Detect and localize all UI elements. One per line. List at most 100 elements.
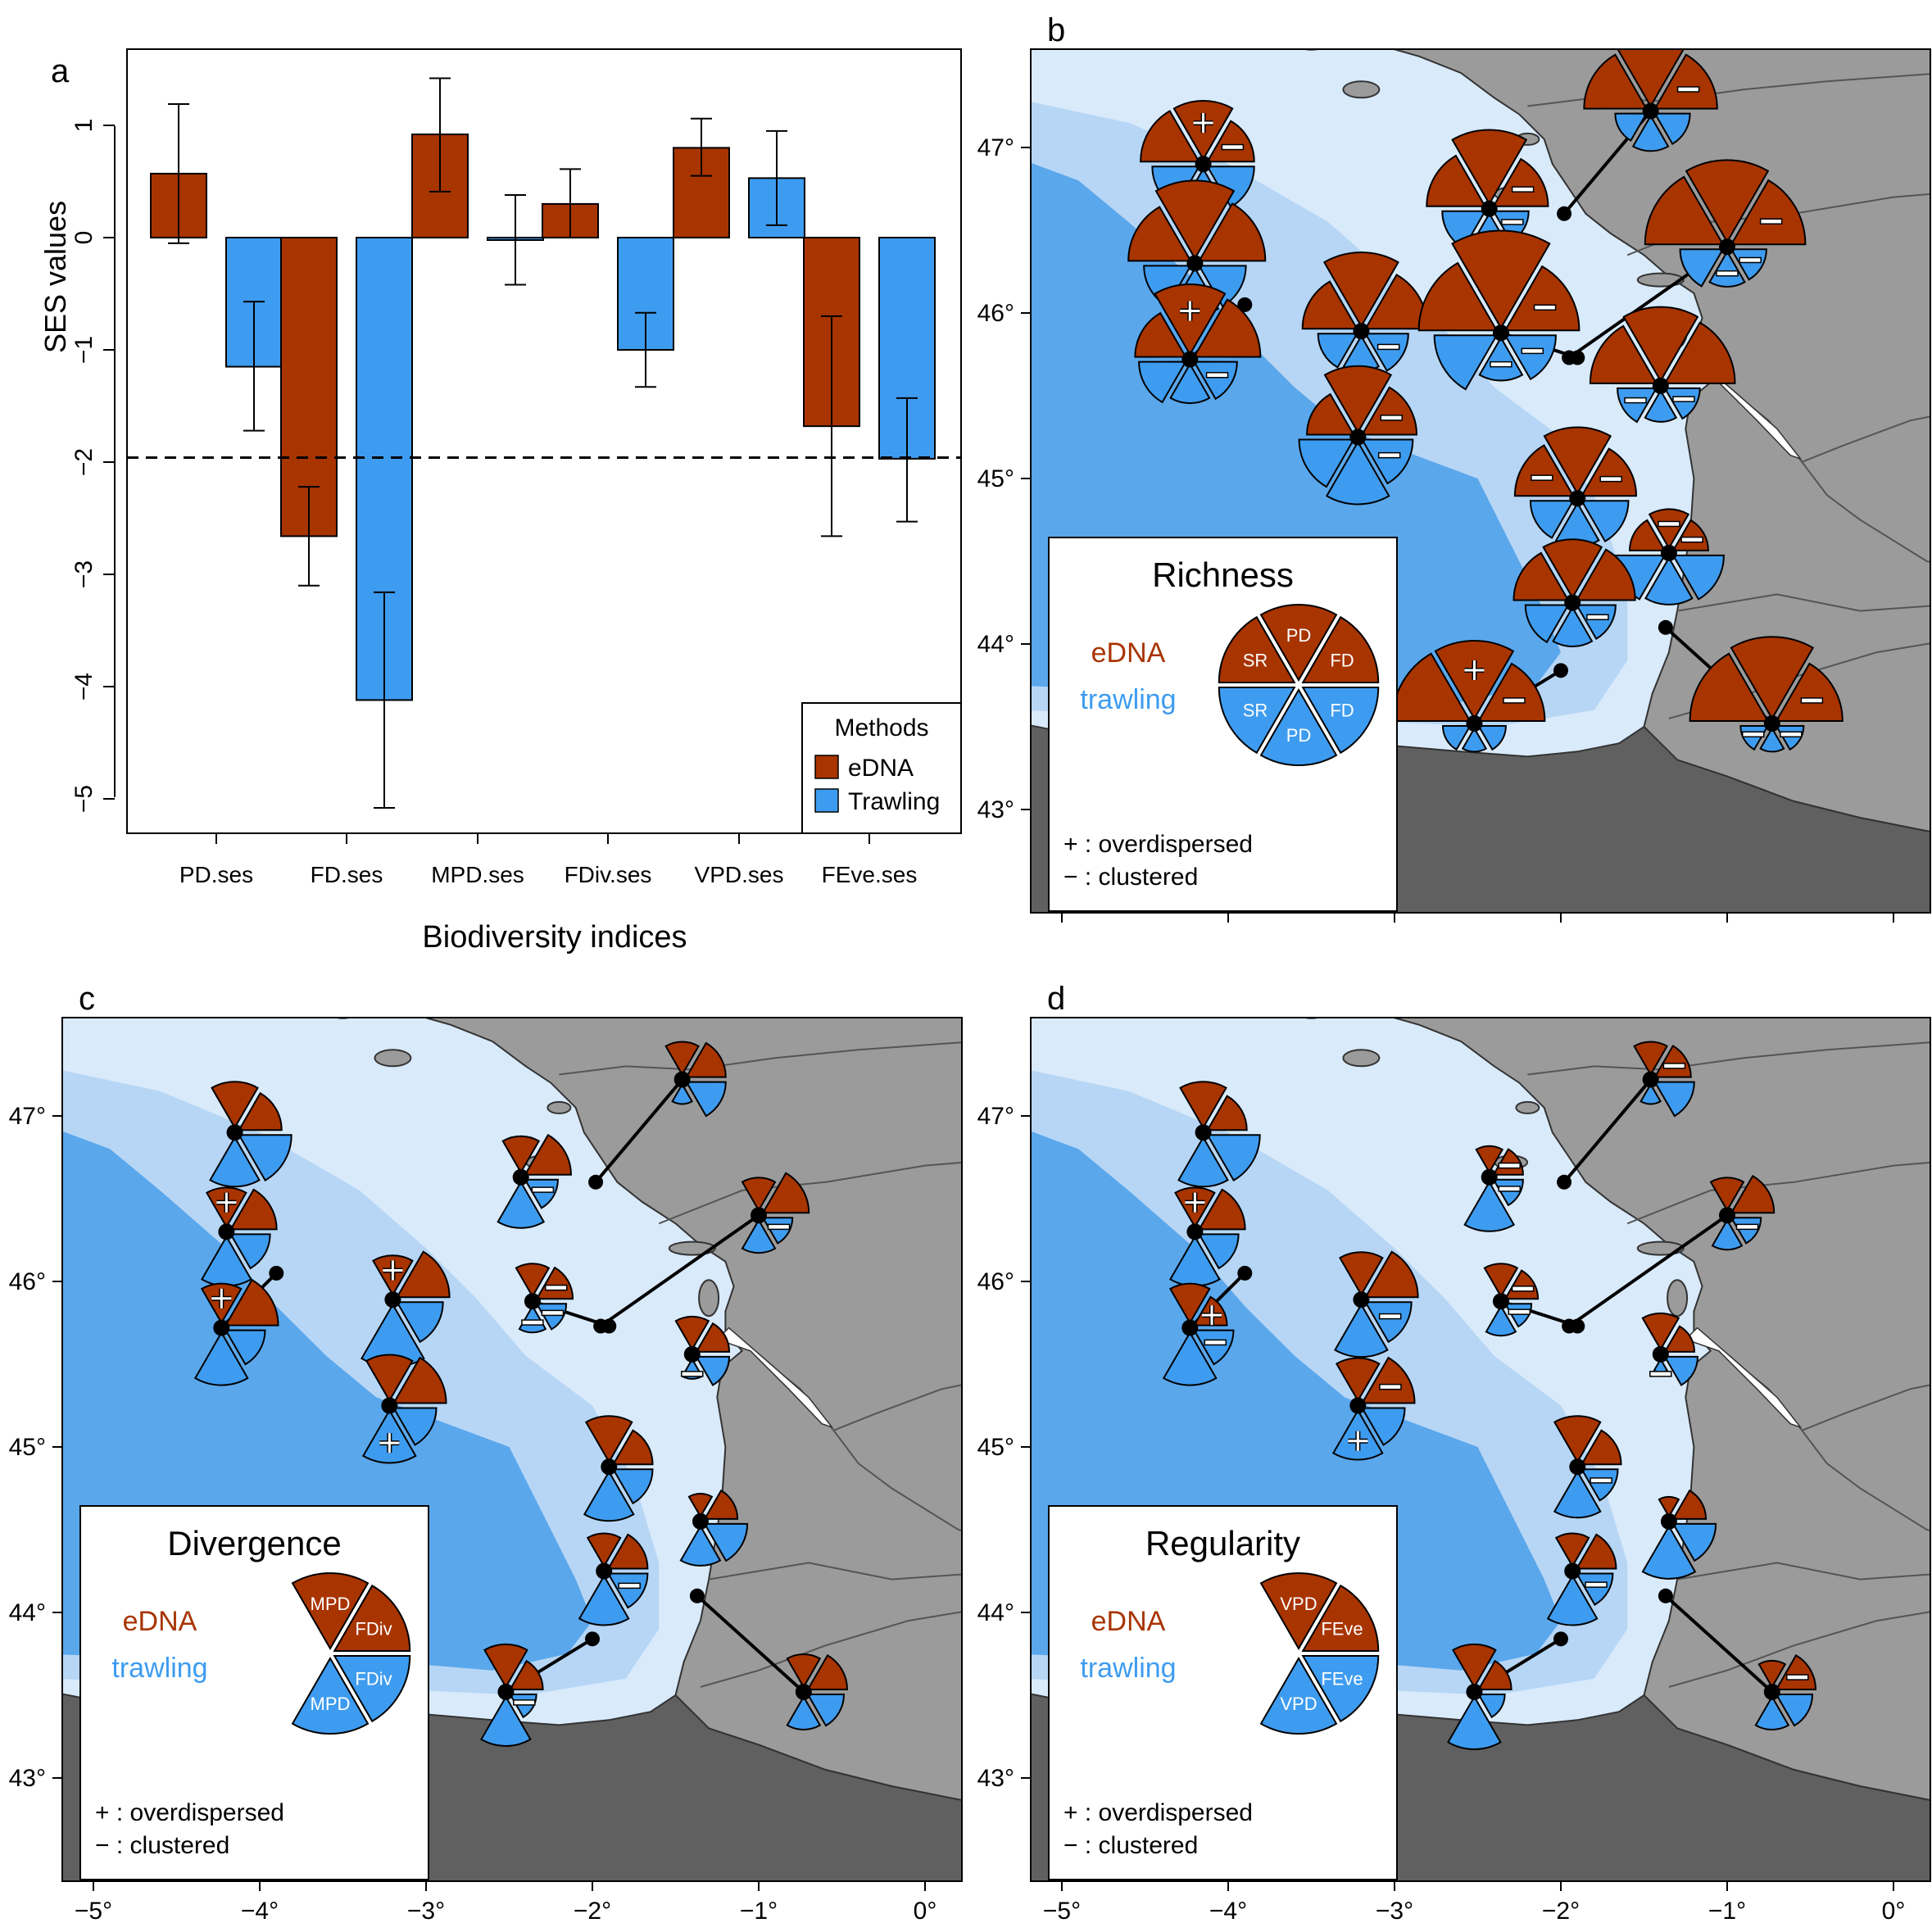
y-tick-label: −3: [70, 560, 98, 588]
panel-b-richness-map: 47° 46° 45° 44° 43° b Richness eDNA trawling SR PD…: [977, 12, 1931, 923]
river: [1801, 415, 1930, 463]
minus-sign: [1380, 415, 1403, 421]
site-2: [201, 1186, 278, 1287]
site-1: [1177, 1081, 1261, 1188]
legend-method-trawling: trawling: [111, 1653, 207, 1684]
site-leader-line: [696, 1594, 805, 1694]
trawling-wedge-1: [1775, 1693, 1814, 1727]
minus-sign: [1780, 731, 1803, 738]
site-marker: [226, 1124, 243, 1141]
site-marker: [683, 1345, 701, 1363]
panel-a-letter: a: [51, 53, 70, 89]
site-marker: [1569, 1458, 1586, 1476]
trawling-wedge-0: [1317, 333, 1358, 369]
legend-title: Regularity: [1145, 1524, 1300, 1562]
site-marker: [1466, 1683, 1483, 1700]
site-marker: [1719, 238, 1735, 256]
trawling-wedge-1: [224, 1329, 266, 1366]
edna-wedge-0: [1644, 175, 1725, 246]
edna-wedge-0: [1335, 1357, 1381, 1403]
trawling-wedge-1: [229, 1233, 271, 1270]
site-12: [1612, 508, 1725, 605]
legend-method-trawling: trawling: [1080, 1653, 1176, 1684]
site-marker: [1195, 156, 1212, 173]
minus-sign: [1498, 1186, 1521, 1192]
edna-wedge-2: [1663, 321, 1736, 384]
edna-wedge-1: [1451, 129, 1528, 206]
site-10: [674, 1315, 731, 1386]
trawling-wedge-1: [1552, 605, 1594, 647]
site-marker: [1466, 714, 1483, 732]
x-tick-label: 0°: [914, 1898, 937, 1925]
site-marker: [1719, 1207, 1735, 1224]
legend-wedge-label: PD: [1286, 625, 1312, 646]
trawling-wedge-0: [1298, 438, 1355, 488]
minus-sign: [1204, 1339, 1227, 1346]
legend-wedge-label: FD: [1330, 701, 1354, 721]
site-12: [1641, 1489, 1717, 1580]
panel-a-bar-chart: a 1 0 −1 −2 −3 −4 −5 SES values Biodiversity i…: [39, 48, 962, 955]
minus-sign: [1379, 1383, 1402, 1390]
site-marker: [512, 1168, 529, 1186]
minus-sign: [1503, 697, 1526, 704]
trawling-wedge-0: [1485, 1304, 1517, 1337]
site-14: [1391, 640, 1568, 753]
site-marker: [1652, 1345, 1669, 1363]
sample-point: [1553, 1631, 1568, 1647]
sample-point: [1658, 619, 1673, 635]
sample-point: [1562, 350, 1577, 365]
panel-a-y-axis-label: SES values: [39, 201, 72, 353]
edna-wedge-1: [238, 1091, 283, 1132]
legend-edna-wedge-1: [333, 1584, 411, 1652]
x-tick-label: −2°: [1542, 1898, 1580, 1925]
edna-wedge-2: [1206, 120, 1255, 163]
site-marker: [1564, 594, 1581, 611]
trawling-wedge-0: [583, 1470, 635, 1522]
edna-wedge-1: [1685, 159, 1770, 244]
legend-edna-wedge-0: [1218, 615, 1296, 683]
site-8: [1557, 1041, 1695, 1190]
legend-method-trawling: trawling: [1080, 684, 1176, 715]
sample-point: [1237, 1265, 1253, 1281]
x-tick-label: −1°: [740, 1898, 778, 1925]
sample-point: [1553, 663, 1568, 678]
x-tick-label: 0°: [1882, 1898, 1906, 1925]
trawling-wedge-0: [1679, 248, 1725, 288]
y-tick-label: 46°: [977, 300, 1014, 327]
legend-trawling-wedge-0: [1218, 687, 1296, 755]
legend-wedge-label: FEve: [1321, 1669, 1363, 1689]
edna-wedge-0: [1127, 206, 1192, 262]
minus-sign: [1511, 1286, 1535, 1292]
minus-sign: [1205, 372, 1229, 379]
gironde-estuary: [1684, 1327, 1803, 1429]
island: [1515, 1100, 1540, 1114]
site-marker: [795, 1683, 812, 1700]
site-10: [1589, 306, 1736, 424]
minus-sign: [1501, 219, 1524, 225]
panel-a-legend: Methods eDNA Trawling: [801, 702, 962, 834]
y-tick-label: 0: [70, 231, 98, 245]
trawling-wedge-1: [1476, 1693, 1506, 1719]
site-3: [1134, 283, 1262, 404]
site-marker: [218, 1223, 235, 1240]
y-tick-label: 47°: [977, 134, 1014, 161]
edna-wedge-0: [674, 1315, 710, 1351]
trawling-wedge-0: [578, 1574, 630, 1626]
sample-point: [689, 1588, 705, 1603]
site-8: [588, 1041, 727, 1190]
y-tick-label: 46°: [9, 1268, 46, 1295]
legend-edna-wedge-2: [1301, 615, 1380, 683]
site-5: [1298, 365, 1418, 506]
edna-wedge-1: [1363, 1250, 1419, 1299]
minus-sign: [767, 1223, 791, 1231]
minus-sign: [1533, 304, 1557, 311]
sample-point: [585, 1631, 600, 1647]
minus-sign: [1490, 361, 1512, 368]
river: [700, 1611, 962, 1688]
minus-sign: [1676, 86, 1700, 93]
site-marker: [751, 1207, 767, 1224]
x-tick-label: −2°: [574, 1898, 611, 1925]
